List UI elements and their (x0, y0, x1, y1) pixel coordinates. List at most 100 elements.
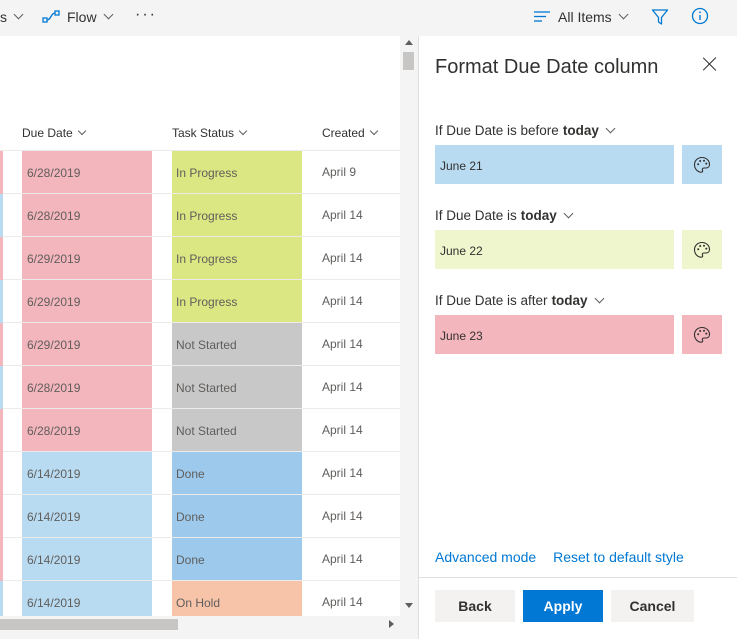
rule-keyword: today (551, 293, 588, 308)
close-icon[interactable] (702, 56, 718, 72)
list-view: Due Date Task Status Created 6/28/2019 In… (0, 36, 400, 616)
due-date-cell: 6/28/2019 (22, 409, 152, 451)
table-row[interactable]: 6/28/2019 Not Started April 14 (0, 409, 400, 452)
task-status-cell: Not Started (172, 366, 302, 408)
row-color-strip (0, 538, 3, 581)
created-cell: April 14 (322, 509, 363, 523)
created-cell: April 14 (322, 337, 363, 351)
table-row[interactable]: 6/28/2019 Not Started April 14 (0, 366, 400, 409)
scroll-right-icon[interactable] (389, 620, 394, 628)
due-date-cell: 6/29/2019 (22, 280, 152, 322)
rule-keyword: today (562, 123, 599, 138)
chevron-down-icon (238, 126, 248, 136)
task-status-cell: In Progress (172, 237, 302, 279)
horizontal-scrollbar[interactable] (0, 616, 400, 633)
palette-icon (693, 241, 711, 258)
column-header-due-date[interactable]: Due Date (22, 126, 86, 140)
scroll-down-icon[interactable] (405, 603, 413, 608)
chevron-down-icon (13, 9, 24, 20)
chevron-down-icon (369, 126, 378, 136)
created-cell: April 14 (322, 208, 363, 222)
chevron-down-icon (594, 293, 605, 303)
row-color-strip (0, 495, 3, 538)
table-row[interactable]: 6/29/2019 In Progress April 14 (0, 237, 400, 280)
chevron-down-icon (605, 123, 616, 133)
task-status-cell: In Progress (172, 194, 302, 236)
cutoff-menu[interactable]: s (0, 0, 24, 34)
task-status-cell: In Progress (172, 151, 302, 193)
created-cell: April 14 (322, 423, 363, 437)
task-status-cell: In Progress (172, 280, 302, 322)
table-row[interactable]: 6/14/2019 Done April 14 (0, 495, 400, 538)
rule-condition-today[interactable]: If Due Date is today (435, 208, 574, 223)
palette-button[interactable] (682, 145, 722, 184)
view-selector[interactable]: All Items (534, 0, 629, 34)
created-cell: April 14 (322, 466, 363, 480)
palette-icon (693, 326, 711, 343)
advanced-mode-link[interactable]: Advanced mode (435, 549, 537, 565)
filter-icon[interactable] (651, 8, 669, 26)
rule-preview-after: June 23 (435, 315, 674, 354)
table-row[interactable]: 6/28/2019 In Progress April 14 (0, 194, 400, 237)
rule-preview-today: June 22 (435, 230, 674, 269)
rule-preview-before: June 21 (435, 145, 674, 184)
chevron-down-icon (618, 9, 629, 20)
palette-button[interactable] (682, 315, 722, 354)
palette-button[interactable] (682, 230, 722, 269)
panel-links: Advanced mode Reset to default style (435, 549, 684, 565)
row-color-strip (0, 409, 3, 452)
info-icon[interactable] (691, 7, 709, 25)
scroll-thumb[interactable] (403, 52, 414, 70)
command-bar: s Flow ··· All Items (0, 0, 737, 36)
scroll-thumb[interactable] (0, 619, 178, 630)
due-date-cell: 6/28/2019 (22, 194, 152, 236)
table-row[interactable]: 6/29/2019 Not Started April 14 (0, 323, 400, 366)
format-column-panel: Format Due Date column If Due Date is be… (418, 36, 737, 639)
header-divider (0, 150, 400, 151)
row-color-strip (0, 452, 3, 495)
back-button[interactable]: Back (435, 590, 515, 622)
task-status-cell: Done (172, 452, 302, 494)
chevron-down-icon (563, 208, 574, 218)
flow-menu[interactable]: Flow (42, 0, 114, 34)
due-date-cell: 6/28/2019 (22, 151, 152, 193)
column-header-label: Due Date (22, 126, 73, 140)
task-status-cell: Not Started (172, 409, 302, 451)
task-status-cell: Done (172, 495, 302, 537)
due-date-cell: 6/14/2019 (22, 581, 152, 616)
due-date-cell: 6/14/2019 (22, 538, 152, 580)
due-date-cell: 6/28/2019 (22, 366, 152, 408)
table-row[interactable]: 6/28/2019 In Progress April 9 (0, 151, 400, 194)
column-header-task-status[interactable]: Task Status (172, 126, 248, 140)
rule-prefix: If Due Date is before (435, 123, 559, 138)
list-view-icon (534, 11, 550, 22)
table-row[interactable]: 6/14/2019 Done April 14 (0, 452, 400, 495)
footer-divider (419, 577, 737, 578)
row-color-strip (0, 581, 3, 616)
apply-button[interactable]: Apply (523, 590, 603, 622)
rule-condition-after[interactable]: If Due Date is after today (435, 293, 605, 308)
rule-keyword: today (520, 208, 557, 223)
column-header-label: Task Status (172, 126, 235, 140)
table-row[interactable]: 6/14/2019 Done April 14 (0, 538, 400, 581)
vertical-scrollbar[interactable] (400, 36, 417, 616)
more-options-button[interactable]: ··· (135, 6, 157, 23)
created-cell: April 9 (322, 165, 357, 179)
scroll-up-icon[interactable] (405, 40, 413, 45)
due-date-cell: 6/14/2019 (22, 452, 152, 494)
created-cell: April 14 (322, 595, 363, 609)
table-row[interactable]: 6/29/2019 In Progress April 14 (0, 280, 400, 323)
column-header-created[interactable]: Created (322, 126, 378, 140)
reset-default-link[interactable]: Reset to default style (553, 549, 684, 565)
cutoff-label: s (0, 9, 7, 25)
cancel-button[interactable]: Cancel (611, 590, 694, 622)
row-color-strip (0, 366, 3, 409)
flow-icon (42, 10, 60, 23)
due-date-cell: 6/14/2019 (22, 495, 152, 537)
due-date-cell: 6/29/2019 (22, 237, 152, 279)
rule-condition-before[interactable]: If Due Date is before today (435, 123, 616, 138)
table-row[interactable]: 6/14/2019 On Hold April 14 (0, 581, 400, 616)
chevron-down-icon (77, 126, 86, 136)
row-color-strip (0, 151, 3, 194)
chevron-down-icon (103, 9, 114, 20)
